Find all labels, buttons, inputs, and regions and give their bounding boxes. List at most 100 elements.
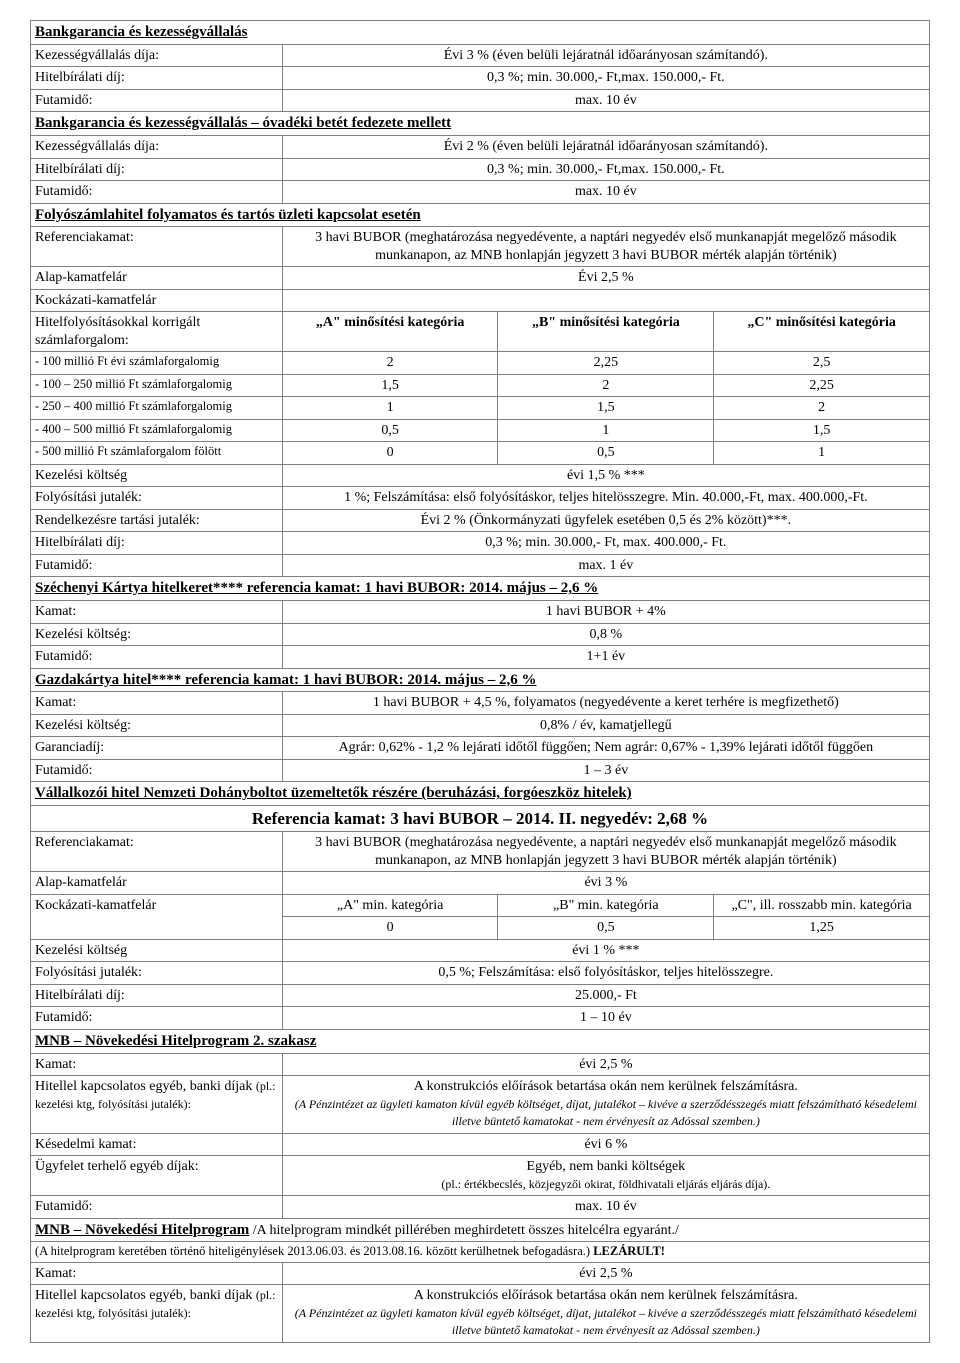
s1-r2-l: Hitelbírálati díj: [31,67,283,90]
s8-sub2: LEZÁRULT! [593,1244,665,1258]
s6-vB: 0,5 [498,917,714,940]
s6-hit-v: 25.000,- Ft [282,984,929,1007]
s8-r2v1: A konstrukciós előírások betartása okán … [414,1288,798,1303]
s3-title: Folyószámlahitel folyamatos és tartós üz… [31,203,930,227]
s3-row4-l: - 500 millió Ft számlaforgalom fölött [31,442,283,465]
s7-r5-v: max. 10 év [282,1196,929,1219]
s6-ref-l: Referenciakamat: [31,832,283,872]
s7-r2-l: Hitellel kapcsolatos egyéb, banki díjak … [31,1076,283,1134]
s4-title: Széchenyi Kártya hitelkeret**** referenc… [31,577,930,601]
s6-alap-l: Alap-kamatfelár [31,872,283,895]
s8-sub: (A hitelprogram keretében történő hiteli… [31,1242,930,1263]
s6-hB: „B" min. kategória [498,894,714,917]
s3-row0-c: 2,5 [714,352,930,375]
s6-foly-v: 0,5 %; Felszámítása: első folyósításkor,… [282,962,929,985]
s3-row4-c: 1 [714,442,930,465]
s5-r2-l: Kezelési költség: [31,714,283,737]
s3-row2-l: - 250 – 400 millió Ft számlaforgalomig [31,397,283,420]
document-table: Bankgarancia és kezességvállalás Kezessé… [30,20,930,1343]
s3-hitelf: Hitelfolyósításokkal korrigált számlafor… [31,312,283,352]
s8-r2v2: (A Pénzintézet az ügyleti kamaton kívül … [295,1306,917,1338]
s3-alap-l: Alap-kamatfelár [31,267,283,290]
s6-kez-l: Kezelési költség [31,939,283,962]
s5-r1-l: Kamat: [31,692,283,715]
s6-hC: „C", ill. rosszabb min. kategória [714,894,930,917]
s2-r3-l: Futamidő: [31,181,283,204]
s7-r4-v: Egyéb, nem banki költségek (pl.: értékbe… [282,1156,929,1196]
s6-vC: 1,25 [714,917,930,940]
s3-ref-l: Referenciakamat: [31,227,283,267]
s8-t2: /A hitelprogram mindkét pillérében meghi… [249,1223,679,1238]
s1-r1-l: Kezességvállalás díja: [31,44,283,67]
s7-r4v2: (pl.: értékbecslés, közjegyzői okirat, f… [441,1177,770,1191]
s3-hC: „C" minősítési kategória [714,312,930,352]
s6-vA: 0 [282,917,498,940]
s2-r1-v: Évi 2 % (éven belüli lejáratnál időarány… [282,136,929,159]
s3-hit-l: Hitelbírálati díj: [31,532,283,555]
s6-title: Vállalkozói hitel Nemzeti Dohányboltot ü… [31,782,930,806]
s3-rend-v: Évi 2 % (Önkormányzati ügyfelek esetében… [282,509,929,532]
s4-r2-l: Kezelési költség: [31,623,283,646]
s8-r2-v: A konstrukciós előírások betartása okán … [282,1285,929,1343]
s3-rend-l: Rendelkezésre tartási jutalék: [31,509,283,532]
s6-foly-l: Folyósítási jutalék: [31,962,283,985]
s3-row0-l: - 100 millió Ft évi számlaforgalomig [31,352,283,375]
s3-hA: „A" minősítési kategória [282,312,498,352]
s3-row2-c: 2 [714,397,930,420]
s3-row3-c: 1,5 [714,419,930,442]
s3-row1-b: 2 [498,374,714,397]
s3-row3-a: 0,5 [282,419,498,442]
s3-fut-l: Futamidő: [31,554,283,577]
s8-r2-l: Hitellel kapcsolatos egyéb, banki díjak … [31,1285,283,1343]
s7-r1-l: Kamat: [31,1053,283,1076]
s6-ref-v: 3 havi BUBOR (meghatározása negyedévente… [282,832,929,872]
s4-r3-v: 1+1 év [282,646,929,669]
s7-title: MNB – Növekedési Hitelprogram 2. szakasz [31,1029,930,1053]
s2-r2-l: Hitelbírálati díj: [31,158,283,181]
s3-row2-b: 1,5 [498,397,714,420]
s1-title: Bankgarancia és kezességvállalás [31,21,930,45]
s7-r1-v: évi 2,5 % [282,1053,929,1076]
s3-kock: Kockázati-kamatfelár [31,289,283,312]
s3-hit-v: 0,3 %; min. 30.000,- Ft, max. 400.000,- … [282,532,929,555]
s7-r4-l: Ügyfelet terhelő egyéb díjak: [31,1156,283,1196]
s8-t1: MNB – Növekedési Hitelprogram [35,1222,249,1238]
s8-sub1: (A hitelprogram keretében történő hiteli… [35,1244,593,1258]
s4-r1-v: 1 havi BUBOR + 4% [282,601,929,624]
s7-r3-v: évi 6 % [282,1133,929,1156]
s4-r1-l: Kamat: [31,601,283,624]
s7-r4v1: Egyéb, nem banki költségek [527,1159,686,1174]
s8-r1-l: Kamat: [31,1262,283,1285]
s8-r1-v: évi 2,5 % [282,1262,929,1285]
s3-fut-v: max. 1 év [282,554,929,577]
s5-r3-v: Agrár: 0,62% - 1,2 % lejárati időtől füg… [282,737,929,760]
s5-title: Gazdakártya hitel**** referencia kamat: … [31,668,930,692]
s5-r2-v: 0,8% / év, kamatjellegű [282,714,929,737]
s4-r3-l: Futamidő: [31,646,283,669]
s3-kez-l: Kezelési költség [31,464,283,487]
s7-r2v1: A konstrukciós előírások betartása okán … [414,1079,798,1094]
s8-title: MNB – Növekedési Hitelprogram /A hitelpr… [31,1218,930,1242]
s3-row2-a: 1 [282,397,498,420]
s6-fut-v: 1 – 10 év [282,1007,929,1030]
s3-kock-empty [282,289,929,312]
s8-r2l1: Hitellel kapcsolatos egyéb, banki díjak [35,1288,256,1303]
s6-hit-l: Hitelbírálati díj: [31,984,283,1007]
s3-ref-v: 3 havi BUBOR (meghatározása negyedévente… [282,227,929,267]
s6-fut-l: Futamidő: [31,1007,283,1030]
s5-r4-l: Futamidő: [31,759,283,782]
s3-row4-b: 0,5 [498,442,714,465]
s3-foly-v: 1 %; Felszámítása: első folyósításkor, t… [282,487,929,510]
s1-r1-v: Évi 3 % (éven belüli lejáratnál időarány… [282,44,929,67]
s7-r2l1: Hitellel kapcsolatos egyéb, banki díjak [35,1079,256,1094]
s6-alap-v: évi 3 % [282,872,929,895]
s3-row1-a: 1,5 [282,374,498,397]
s3-row4-a: 0 [282,442,498,465]
s3-row3-b: 1 [498,419,714,442]
s1-r3-l: Futamidő: [31,89,283,112]
s3-row3-l: - 400 – 500 millió Ft számlaforgalomig [31,419,283,442]
s3-row1-l: - 100 – 250 millió Ft számlaforgalomig [31,374,283,397]
s3-alap-v: Évi 2,5 % [282,267,929,290]
s7-r2-v: A konstrukciós előírások betartása okán … [282,1076,929,1134]
s3-row0-b: 2,25 [498,352,714,375]
